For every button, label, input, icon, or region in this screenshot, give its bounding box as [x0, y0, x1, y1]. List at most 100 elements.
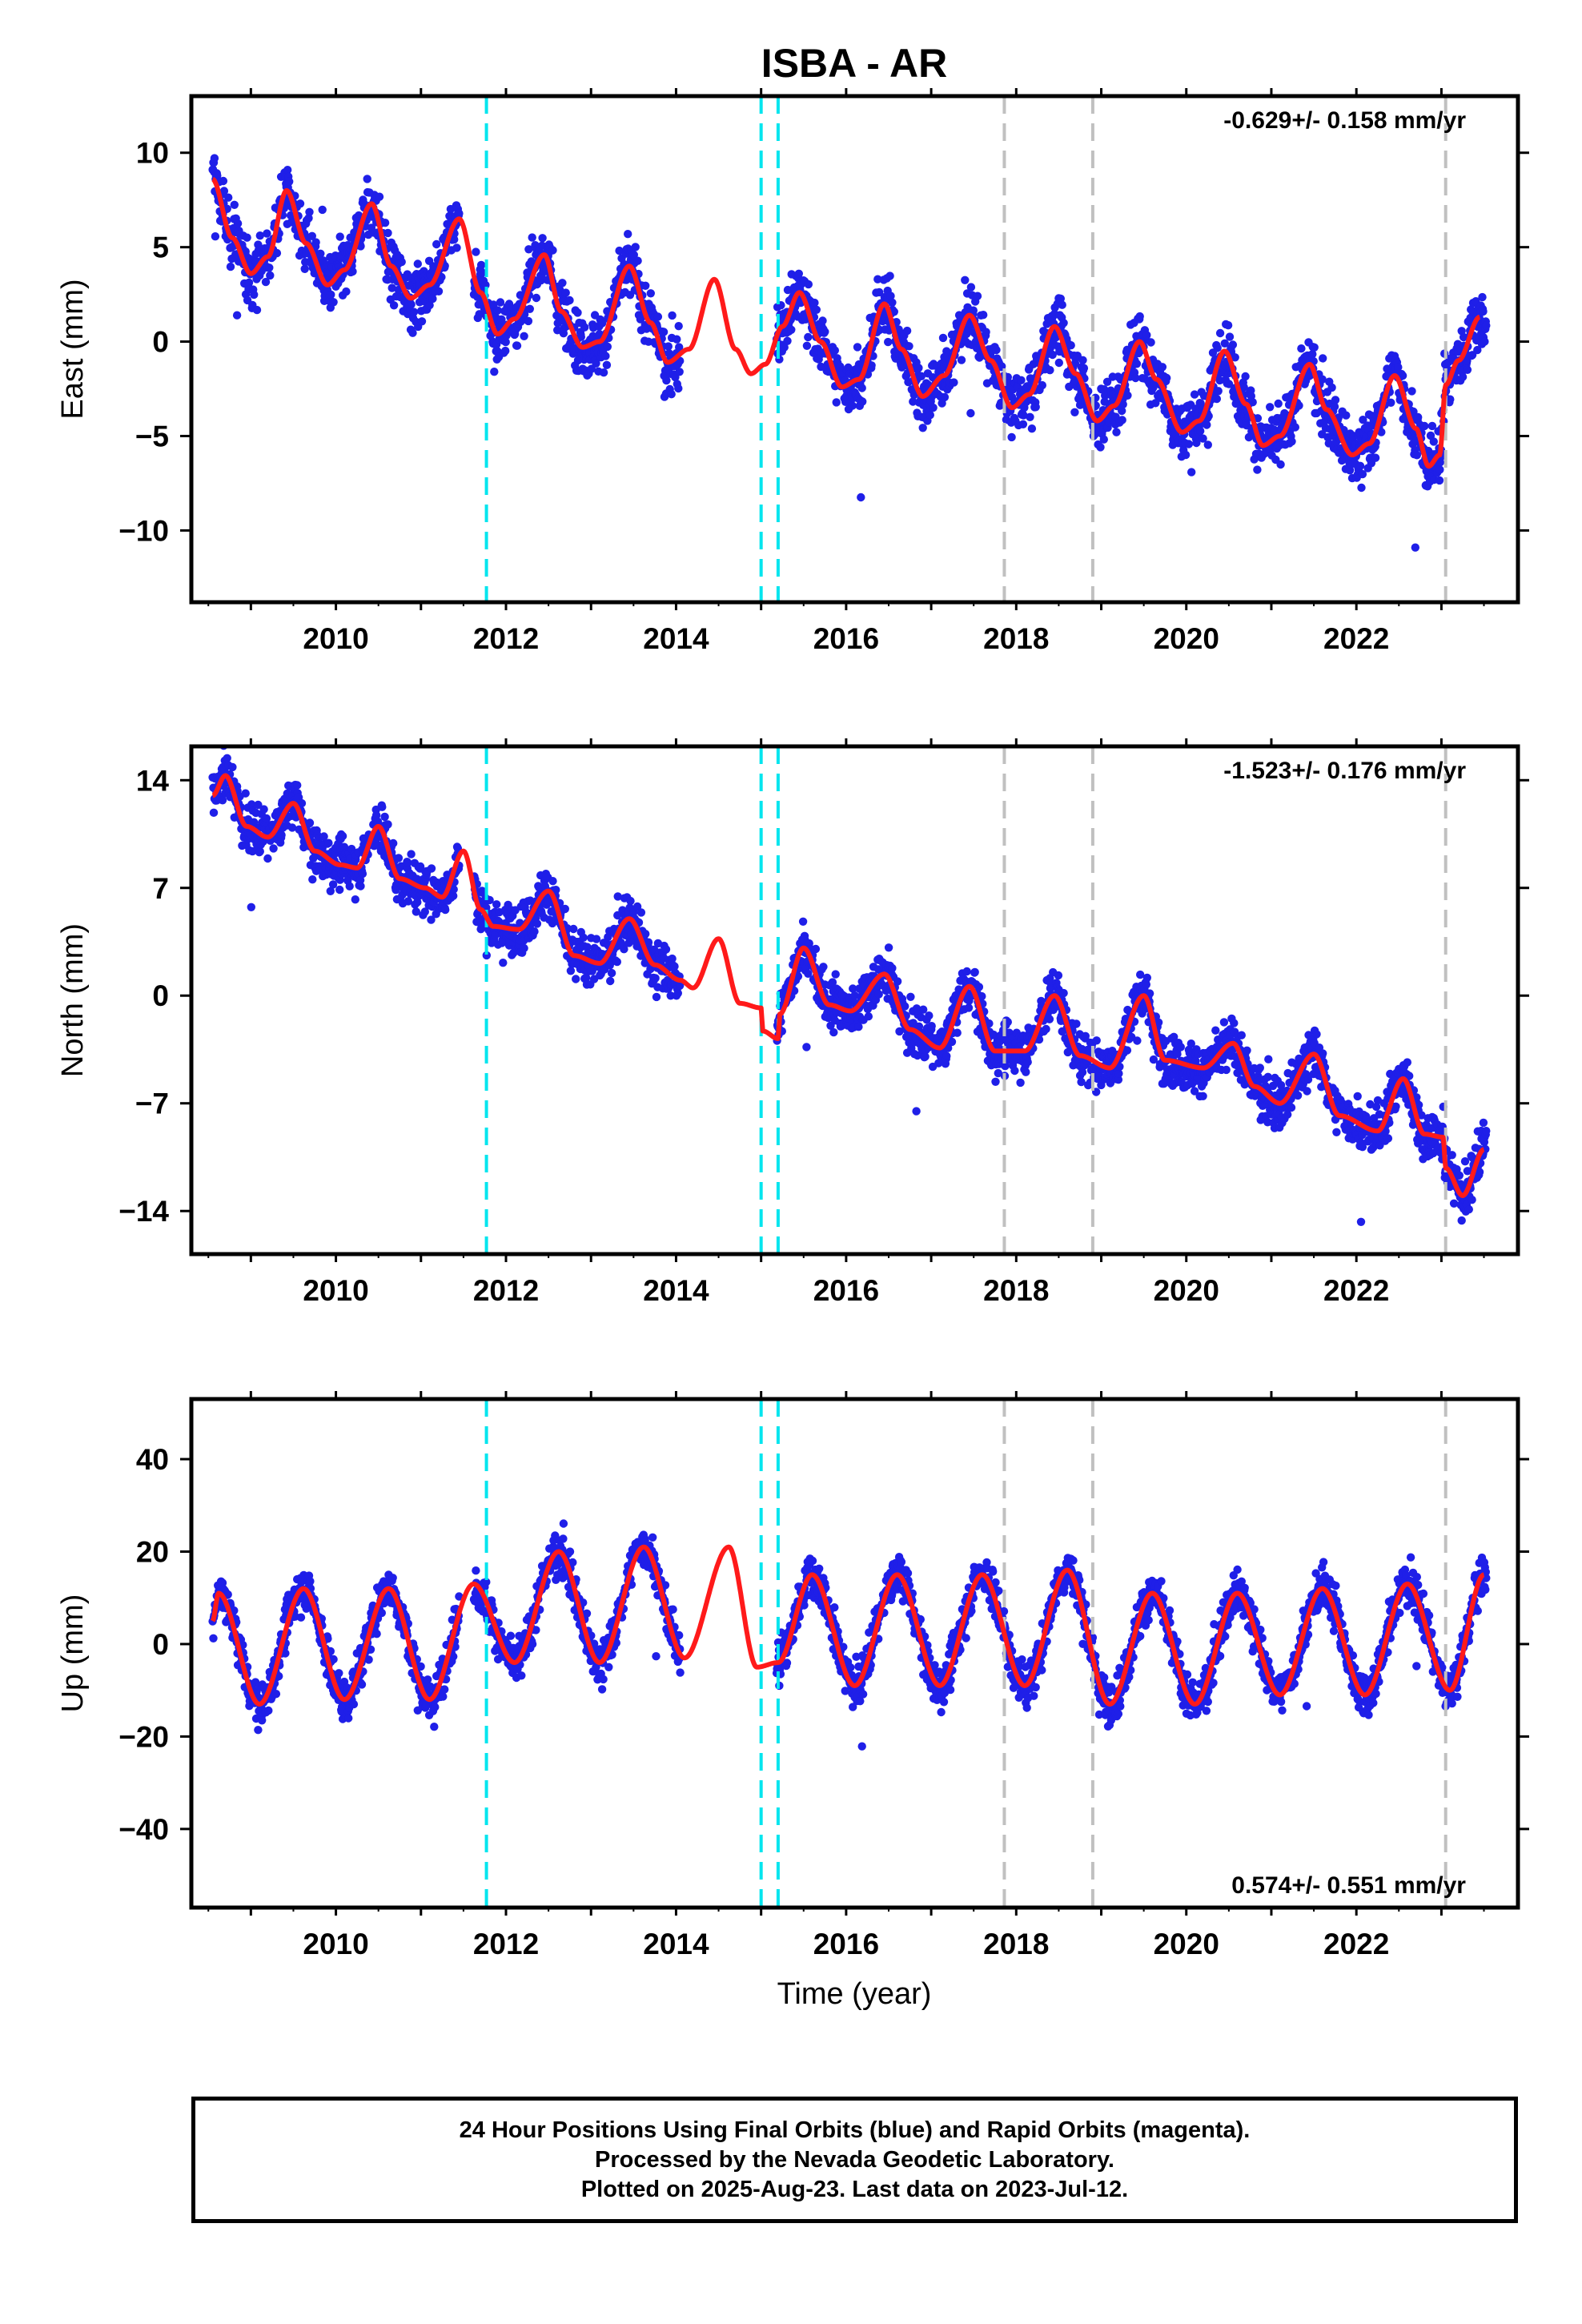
data-point	[228, 762, 237, 772]
data-point	[252, 305, 262, 315]
data-point	[1018, 420, 1028, 428]
data-point	[524, 316, 533, 326]
data-point	[864, 1012, 873, 1021]
data-point	[1387, 398, 1395, 407]
data-point	[250, 818, 259, 826]
data-point	[1287, 437, 1296, 446]
data-point	[1072, 1019, 1081, 1028]
data-point	[886, 292, 895, 300]
data-point	[432, 239, 441, 249]
data-point	[1102, 377, 1112, 386]
data-point	[356, 242, 365, 251]
data-point	[266, 271, 275, 280]
data-point	[259, 805, 268, 814]
data-point	[1187, 468, 1196, 476]
data-point	[998, 362, 1006, 371]
data-point	[969, 306, 978, 315]
data-point	[1199, 1092, 1207, 1101]
data-point	[407, 300, 416, 309]
data-point	[821, 328, 829, 336]
data-point	[603, 342, 612, 352]
data-point	[496, 298, 505, 307]
data-point	[992, 345, 1001, 355]
data-point	[912, 1107, 921, 1116]
data-point	[1054, 971, 1063, 980]
data-point	[1101, 391, 1110, 400]
data-point	[1297, 344, 1306, 353]
data-point	[832, 398, 841, 407]
data-point	[884, 943, 893, 952]
data-point	[1092, 1036, 1101, 1045]
y-tick-label: −10	[118, 514, 169, 547]
y-axis-label: East (mm)	[56, 279, 90, 419]
data-point	[830, 346, 840, 355]
data-point	[1146, 338, 1155, 347]
data-point	[962, 967, 971, 976]
data-point	[1046, 366, 1054, 375]
data-point	[247, 800, 256, 809]
data-point	[1435, 476, 1444, 485]
data-point	[354, 211, 363, 220]
data-point	[675, 343, 684, 352]
data-point	[927, 1022, 936, 1031]
data-point	[380, 219, 390, 227]
data-point	[1222, 1065, 1231, 1075]
data-point	[450, 235, 459, 244]
data-point	[532, 919, 542, 928]
data-point	[974, 983, 984, 991]
data-point	[902, 326, 912, 336]
data-point	[1045, 1015, 1054, 1023]
data-point	[434, 287, 444, 296]
data-point	[1118, 416, 1126, 424]
data-point	[819, 963, 828, 971]
data-point	[597, 319, 607, 328]
data-point	[1463, 365, 1472, 374]
data-point	[1331, 396, 1340, 404]
data-point	[455, 209, 464, 218]
data-point	[293, 781, 302, 790]
data-point	[966, 283, 976, 292]
data-point	[219, 176, 228, 186]
data-point	[499, 959, 508, 967]
data-point	[417, 317, 427, 326]
data-point	[548, 877, 557, 886]
data-point	[580, 323, 589, 332]
data-point	[1096, 443, 1105, 452]
data-point	[1079, 364, 1089, 372]
data-point	[606, 976, 615, 986]
data-point	[888, 298, 897, 307]
data-point	[1038, 380, 1047, 390]
data-point	[219, 187, 229, 195]
data-point	[387, 283, 396, 292]
data-point	[804, 279, 813, 289]
data-point	[857, 384, 866, 392]
data-point	[223, 754, 231, 762]
data-point	[674, 384, 683, 393]
data-point	[305, 207, 314, 216]
data-point	[378, 802, 387, 811]
data-point	[873, 275, 882, 283]
data-point	[667, 390, 676, 399]
data-point	[324, 838, 333, 847]
data-point	[668, 311, 677, 320]
data-point	[1131, 373, 1140, 383]
data-point	[1176, 1043, 1186, 1051]
data-point	[538, 234, 547, 243]
panel-0: 2010 2012 2014 2016 2018 2020 20221050−5−10Eas…	[56, 88, 1529, 655]
data-point	[397, 257, 406, 267]
data-point	[1223, 321, 1233, 330]
data-point	[1319, 354, 1327, 363]
data-point	[1142, 973, 1152, 983]
data-point	[389, 838, 398, 848]
data-point	[427, 864, 436, 873]
data-point	[247, 903, 255, 912]
data-point	[1255, 1063, 1265, 1072]
data-point	[478, 268, 487, 277]
data-point	[375, 192, 384, 201]
x-tick-label: 2018	[983, 622, 1049, 655]
data-point	[524, 245, 533, 254]
data-point	[1212, 394, 1222, 404]
data-point	[1435, 458, 1445, 467]
data-point	[528, 233, 536, 242]
